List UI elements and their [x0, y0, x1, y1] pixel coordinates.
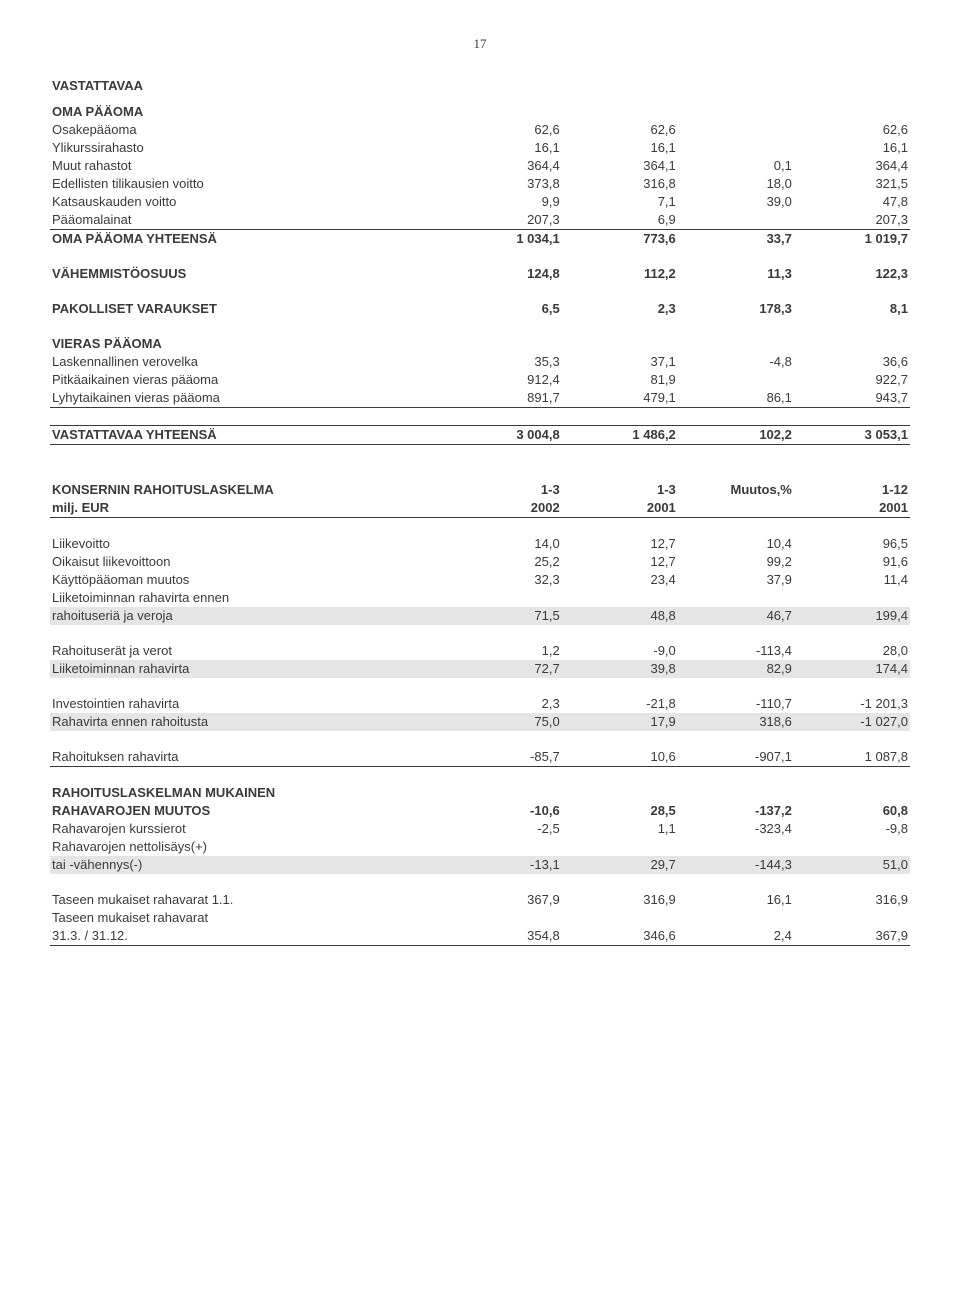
- table-row-subtotal: Rahavirta ennen rahoitusta 75,0 17,9 318…: [50, 713, 910, 731]
- table-row: Lyhytaikainen vieras pääoma 891,7 479,1 …: [50, 389, 910, 408]
- table-row-subtotal: rahoituseriä ja veroja 71,5 48,8 46,7 19…: [50, 607, 910, 625]
- table-row: Taseen mukaiset rahavarat: [50, 909, 910, 927]
- table-row: Laskennallinen verovelka 35,3 37,1 -4,8 …: [50, 353, 910, 371]
- table-row: Rahoituksen rahavirta -85,7 10,6 -907,1 …: [50, 748, 910, 767]
- table-row: Investointien rahavirta 2,3 -21,8 -110,7…: [50, 695, 910, 713]
- row-label: Osakepääoma: [50, 121, 446, 139]
- table-row: VÄHEMMISTÖOSUUS 124,8 112,2 11,3 122,3: [50, 265, 910, 283]
- header-row: KONSERNIN RAHOITUSLASKELMA 1-3 1-3 Muuto…: [50, 481, 910, 499]
- table-row-total: OMA PÄÄOMA YHTEENSÄ 1 034,1 773,6 33,7 1…: [50, 229, 910, 248]
- table-row: Taseen mukaiset rahavarat 1.1. 367,9 316…: [50, 891, 910, 909]
- table-row-subtotal: tai -vähennys(-) -13,1 29,7 -144,3 51,0: [50, 856, 910, 874]
- table-row: Käyttöpääoman muutos 32,3 23,4 37,9 11,4: [50, 571, 910, 589]
- table-row: Rahoituserät ja verot 1,2 -9,0 -113,4 28…: [50, 642, 910, 660]
- table-row: Pitkäaikainen vieras pääoma 912,4 81,9 9…: [50, 371, 910, 389]
- table-row: Osakepääoma 62,6 62,6 62,6: [50, 121, 910, 139]
- table-row: 31.3. / 31.12. 354,8 346,6 2,4 367,9: [50, 927, 910, 946]
- table-row: Ylikurssirahasto 16,1 16,1 16,1: [50, 139, 910, 157]
- table-row: Rahavarojen kurssierot -2,5 1,1 -323,4 -…: [50, 820, 910, 838]
- table-row: PAKOLLISET VARAUKSET 6,5 2,3 178,3 8,1: [50, 300, 910, 318]
- table-row: Katsauskauden voitto 9,9 7,1 39,0 47,8: [50, 193, 910, 211]
- balance-table: VASTATTAVAA OMA PÄÄOMA Osakepääoma 62,6 …: [50, 76, 910, 445]
- table-row: Edellisten tilikausien voitto 373,8 316,…: [50, 175, 910, 193]
- section-oma-paaoma: OMA PÄÄOMA: [50, 94, 446, 121]
- cashflow-table: KONSERNIN RAHOITUSLASKELMA 1-3 1-3 Muuto…: [50, 481, 910, 946]
- table-row: RAHAVAROJEN MUUTOS -10,6 28,5 -137,2 60,…: [50, 802, 910, 820]
- table-row: Pääomalainat 207,3 6,9 207,3: [50, 211, 910, 230]
- section-rahoituslaskelma: RAHOITUSLASKELMAN MUKAINEN: [50, 784, 910, 802]
- table-row: Liikevoitto 14,0 12,7 10,4 96,5: [50, 535, 910, 553]
- section-vieras-paaoma: VIERAS PÄÄOMA: [50, 335, 446, 353]
- table-row-grand-total: VASTATTAVAA YHTEENSÄ 3 004,8 1 486,2 102…: [50, 425, 910, 444]
- table-row-subtotal: Liiketoiminnan rahavirta 72,7 39,8 82,9 …: [50, 660, 910, 678]
- table-row: Liiketoiminnan rahavirta ennen: [50, 589, 910, 607]
- header-row: milj. EUR 2002 2001 2001: [50, 499, 910, 518]
- table-row: Muut rahastot 364,4 364,1 0,1 364,4: [50, 157, 910, 175]
- table-row: Oikaisut liikevoittoon 25,2 12,7 99,2 91…: [50, 553, 910, 571]
- table-row: Rahavarojen nettolisäys(+): [50, 838, 910, 856]
- page-number: 17: [50, 36, 910, 52]
- section-vastattavaa: VASTATTAVAA: [50, 76, 446, 94]
